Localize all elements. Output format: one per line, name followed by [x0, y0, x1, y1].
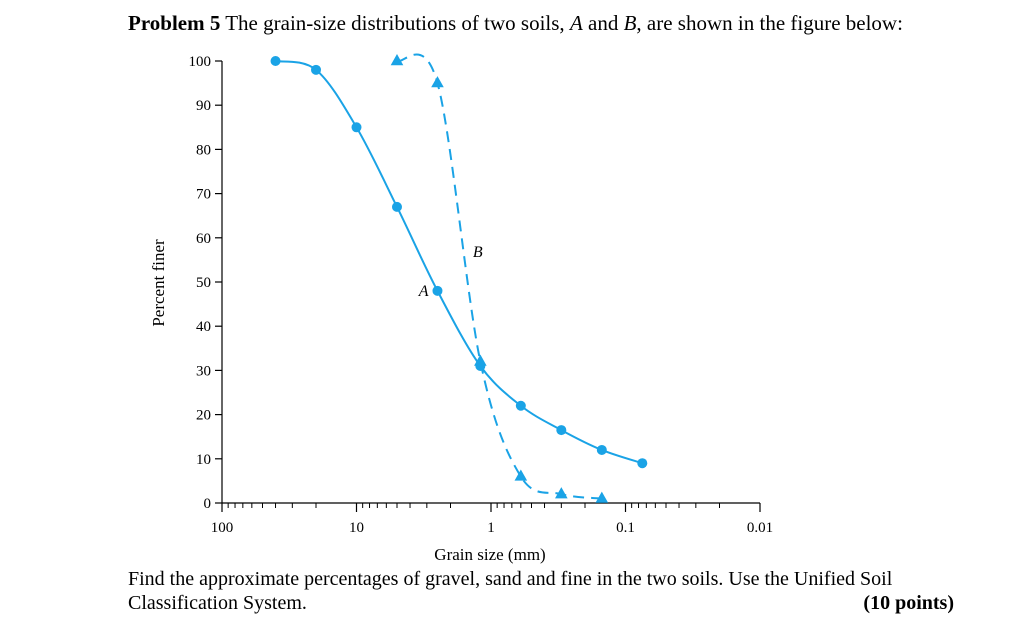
series-a-point [311, 64, 322, 75]
x-tick-label: 0.1 [616, 520, 635, 536]
series-a-point [432, 285, 443, 296]
title-text-1: The grain-size distributions of two soil… [220, 11, 570, 35]
instructions-line-1: Find the approximate percentages of grav… [128, 568, 893, 590]
series-a-line [275, 60, 643, 465]
soil-b-label: B [623, 11, 637, 35]
series-a-point [596, 444, 607, 455]
series-a-point [351, 122, 362, 133]
y-tick-label: 50 [196, 275, 211, 291]
y-tick-label: 70 [196, 187, 211, 203]
x-tick-label: 0.01 [747, 520, 773, 536]
series-a [270, 56, 648, 469]
series-b-point [431, 76, 444, 88]
chart-series: AB [270, 53, 648, 503]
instructions: Find the approximate percentages of grav… [128, 567, 954, 615]
y-tick-label: 20 [196, 408, 211, 424]
y-tick-label: 100 [189, 54, 212, 70]
y-axis-label: Percent finer [149, 239, 168, 327]
instructions-line-2: Classification System. [128, 592, 307, 614]
y-tick-label: 60 [196, 231, 211, 247]
x-tick-label: 100 [211, 520, 234, 536]
y-tick-label: 0 [204, 496, 212, 512]
y-tick-label: 40 [196, 319, 211, 335]
series-a-point [270, 56, 281, 66]
y-tick-label: 30 [196, 363, 211, 379]
series-b-name-label: B [473, 244, 483, 261]
points-label: (10 points) [863, 592, 954, 614]
x-axis-label: Grain size (mm) [434, 545, 545, 564]
y-tick-label: 10 [196, 452, 211, 468]
problem-title: Problem 5 The grain-size distributions o… [128, 10, 903, 36]
series-b-point [555, 487, 568, 499]
x-tick-label: 1 [487, 520, 495, 536]
series-a-name-label: A [418, 283, 429, 300]
chart-axes: 0 10 20 30 40 50 60 70 80 90 100 100 10 1 0.1 0.01 [189, 54, 774, 536]
series-a-point [556, 425, 567, 436]
series-b-line [396, 53, 602, 500]
problem-label: Problem 5 [128, 11, 221, 35]
series-a-point [637, 458, 648, 469]
soil-a-label: A [569, 11, 583, 35]
y-tick-label: 80 [196, 142, 211, 158]
title-text-2: and [582, 11, 624, 35]
series-b [390, 53, 609, 503]
series-b-point [514, 469, 528, 481]
series-b-point [390, 54, 404, 66]
series-b-point [474, 354, 487, 366]
y-tick-label: 90 [196, 98, 211, 114]
title-text-3: , are shown in the figure below: [636, 11, 903, 35]
series-a-point [515, 400, 526, 411]
x-tick-label: 10 [349, 520, 364, 536]
series-a-point [391, 201, 402, 212]
series-b-point [595, 491, 609, 503]
